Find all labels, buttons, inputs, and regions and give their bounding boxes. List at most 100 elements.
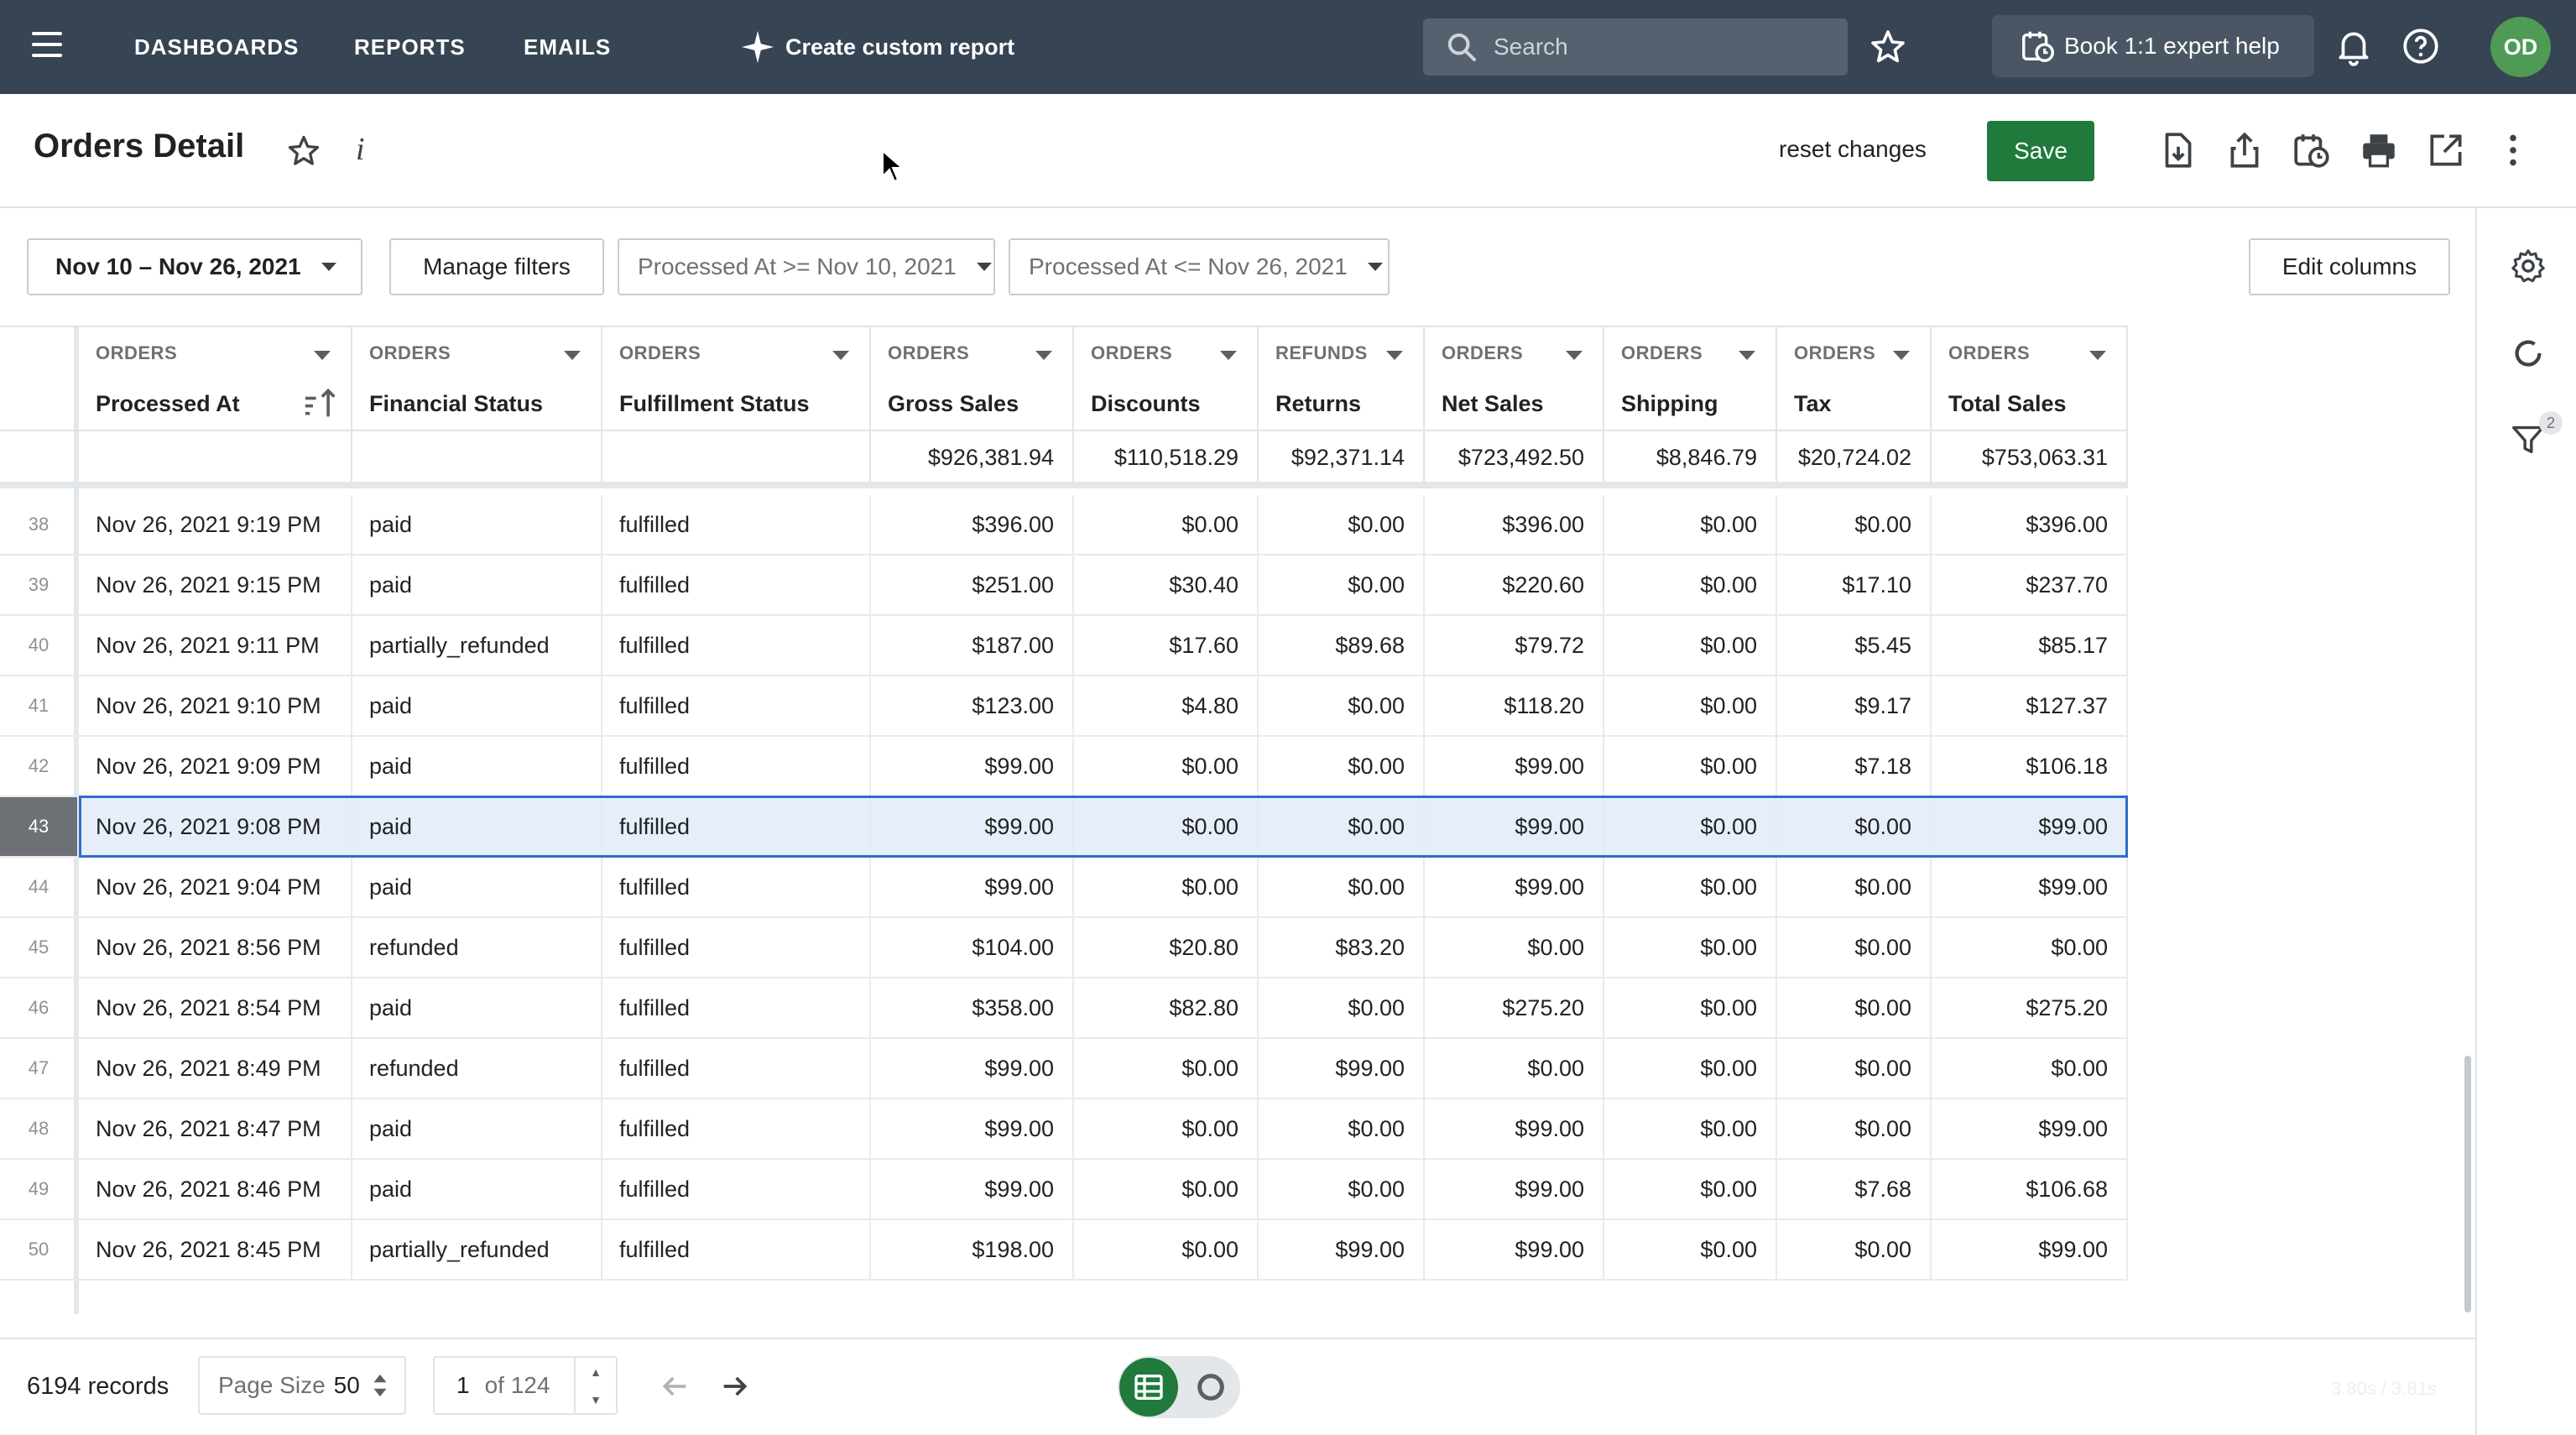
cell-processed-at[interactable]: Nov 26, 2021 8:47 PM [79,1099,352,1158]
cell-financial-status[interactable]: paid [352,1160,602,1218]
cell-processed-at[interactable]: Nov 26, 2021 9:09 PM [79,737,352,796]
cell-gross-sales[interactable]: $99.00 [871,1160,1074,1218]
cell-net-sales[interactable]: $220.60 [1425,556,1604,614]
cell-total-sales[interactable]: $99.00 [1932,1099,2128,1158]
help-icon[interactable] [2400,25,2442,67]
cell-fulfillment-status[interactable]: fulfilled [602,556,871,614]
grid-view-button[interactable] [1119,1358,1178,1417]
cell-processed-at[interactable]: Nov 26, 2021 9:08 PM [79,797,352,856]
date-range-picker[interactable]: Nov 10 – Nov 26, 2021 [27,238,362,295]
cell-fulfillment-status[interactable]: fulfilled [602,1039,871,1098]
chevron-down-icon[interactable] [1893,351,1910,360]
table-row[interactable]: 42 Nov 26, 2021 9:09 PM paid fulfilled $99.0… [0,737,2128,797]
chevron-down-icon[interactable] [832,351,849,360]
cell-returns[interactable]: $0.00 [1259,737,1425,796]
cell-gross-sales[interactable]: $198.00 [871,1220,1074,1279]
menu-icon[interactable] [29,32,65,62]
cell-financial-status[interactable]: refunded [352,918,602,977]
favorite-star-icon[interactable] [285,133,322,170]
cell-total-sales[interactable]: $127.37 [1932,676,2128,735]
cell-discounts[interactable]: $0.00 [1074,1160,1259,1218]
cell-gross-sales[interactable]: $99.00 [871,1039,1074,1098]
cell-processed-at[interactable]: Nov 26, 2021 8:46 PM [79,1160,352,1218]
page-stepper[interactable]: ▲ ▼ [574,1358,616,1413]
cell-tax[interactable]: $0.00 [1777,495,1932,554]
sort-icon[interactable] [302,386,339,420]
cell-financial-status[interactable]: partially_refunded [352,1220,602,1279]
arrow-right-icon[interactable] [717,1370,754,1403]
cell-net-sales[interactable]: $118.20 [1425,676,1604,735]
step-up-icon[interactable]: ▲ [590,1365,602,1379]
cell-fulfillment-status[interactable]: fulfilled [602,918,871,977]
cell-tax[interactable]: $0.00 [1777,1039,1932,1098]
cell-fulfillment-status[interactable]: fulfilled [602,1220,871,1279]
chevron-down-icon[interactable] [1035,351,1052,360]
reset-changes-link[interactable]: reset changes [1779,136,1927,162]
cell-total-sales[interactable]: $0.00 [1932,1039,2128,1098]
cell-fulfillment-status[interactable]: fulfilled [602,1160,871,1218]
cell-total-sales[interactable]: $237.70 [1932,556,2128,614]
column-header-discounts[interactable]: ORDERS Discounts [1074,327,1259,431]
search-input[interactable] [1494,34,1829,60]
cell-total-sales[interactable]: $106.68 [1932,1160,2128,1218]
cell-gross-sales[interactable]: $358.00 [871,978,1074,1037]
cell-shipping[interactable]: $0.00 [1604,676,1777,735]
cell-financial-status[interactable]: paid [352,1099,602,1158]
chevron-down-icon[interactable] [2089,351,2106,360]
share-icon[interactable] [2224,129,2266,171]
cell-financial-status[interactable]: paid [352,737,602,796]
table-row[interactable]: 50 Nov 26, 2021 8:45 PM partially_refunded… [0,1220,2128,1281]
arrow-left-icon[interactable] [656,1370,693,1403]
cell-returns[interactable]: $99.00 [1259,1039,1425,1098]
cell-tax[interactable]: $0.00 [1777,1099,1932,1158]
cell-gross-sales[interactable]: $251.00 [871,556,1074,614]
cell-discounts[interactable]: $30.40 [1074,556,1259,614]
cell-fulfillment-status[interactable]: fulfilled [602,737,871,796]
cell-net-sales[interactable]: $99.00 [1425,797,1604,856]
cell-gross-sales[interactable]: $104.00 [871,918,1074,977]
cell-tax[interactable]: $7.68 [1777,1160,1932,1218]
cell-shipping[interactable]: $0.00 [1604,1039,1777,1098]
cell-returns[interactable]: $0.00 [1259,858,1425,916]
cell-returns[interactable]: $0.00 [1259,1099,1425,1158]
table-row[interactable]: 43 Nov 26, 2021 9:08 PM paid fulfilled $99.0… [0,797,2128,858]
cell-shipping[interactable]: $0.00 [1604,556,1777,614]
cell-tax[interactable]: $0.00 [1777,918,1932,977]
cell-processed-at[interactable]: Nov 26, 2021 8:56 PM [79,918,352,977]
save-button[interactable]: Save [1987,121,2094,181]
cell-discounts[interactable]: $0.00 [1074,797,1259,856]
cell-total-sales[interactable]: $85.17 [1932,616,2128,675]
column-header-fulfillment-status[interactable]: ORDERS Fulfillment Status [602,327,871,431]
info-icon[interactable]: i [356,132,365,167]
cell-shipping[interactable]: $0.00 [1604,1099,1777,1158]
column-header-shipping[interactable]: ORDERS Shipping [1604,327,1777,431]
schedule-icon[interactable] [2291,129,2333,171]
manage-filters-button[interactable]: Manage filters [389,238,604,295]
cell-fulfillment-status[interactable]: fulfilled [602,797,871,856]
scrollbar-thumb[interactable] [2464,1056,2471,1312]
table-row[interactable]: 47 Nov 26, 2021 8:49 PM refunded fulfilled $… [0,1039,2128,1099]
gear-icon[interactable] [2509,247,2547,285]
cell-total-sales[interactable]: $99.00 [1932,858,2128,916]
cell-fulfillment-status[interactable]: fulfilled [602,1099,871,1158]
table-row[interactable]: 39 Nov 26, 2021 9:15 PM paid fulfilled $251.… [0,556,2128,616]
cell-financial-status[interactable]: paid [352,556,602,614]
favorites-star-icon[interactable] [1868,27,1908,67]
table-row[interactable]: 46 Nov 26, 2021 8:54 PM paid fulfilled $358.… [0,978,2128,1039]
cell-returns[interactable]: $99.00 [1259,1220,1425,1279]
cell-fulfillment-status[interactable]: fulfilled [602,495,871,554]
refresh-icon[interactable] [2509,334,2547,373]
cell-tax[interactable]: $9.17 [1777,676,1932,735]
cell-processed-at[interactable]: Nov 26, 2021 9:11 PM [79,616,352,675]
cell-discounts[interactable]: $0.00 [1074,1220,1259,1279]
cell-total-sales[interactable]: $396.00 [1932,495,2128,554]
table-row[interactable]: 49 Nov 26, 2021 8:46 PM paid fulfilled $99.0… [0,1160,2128,1220]
cell-returns[interactable]: $0.00 [1259,978,1425,1037]
cell-gross-sales[interactable]: $99.00 [871,1099,1074,1158]
cell-net-sales[interactable]: $99.00 [1425,1160,1604,1218]
chevron-down-icon[interactable] [564,351,581,360]
column-header-financial-status[interactable]: ORDERS Financial Status [352,327,602,431]
cell-discounts[interactable]: $20.80 [1074,918,1259,977]
cell-total-sales[interactable]: $99.00 [1932,1220,2128,1279]
cell-fulfillment-status[interactable]: fulfilled [602,616,871,675]
